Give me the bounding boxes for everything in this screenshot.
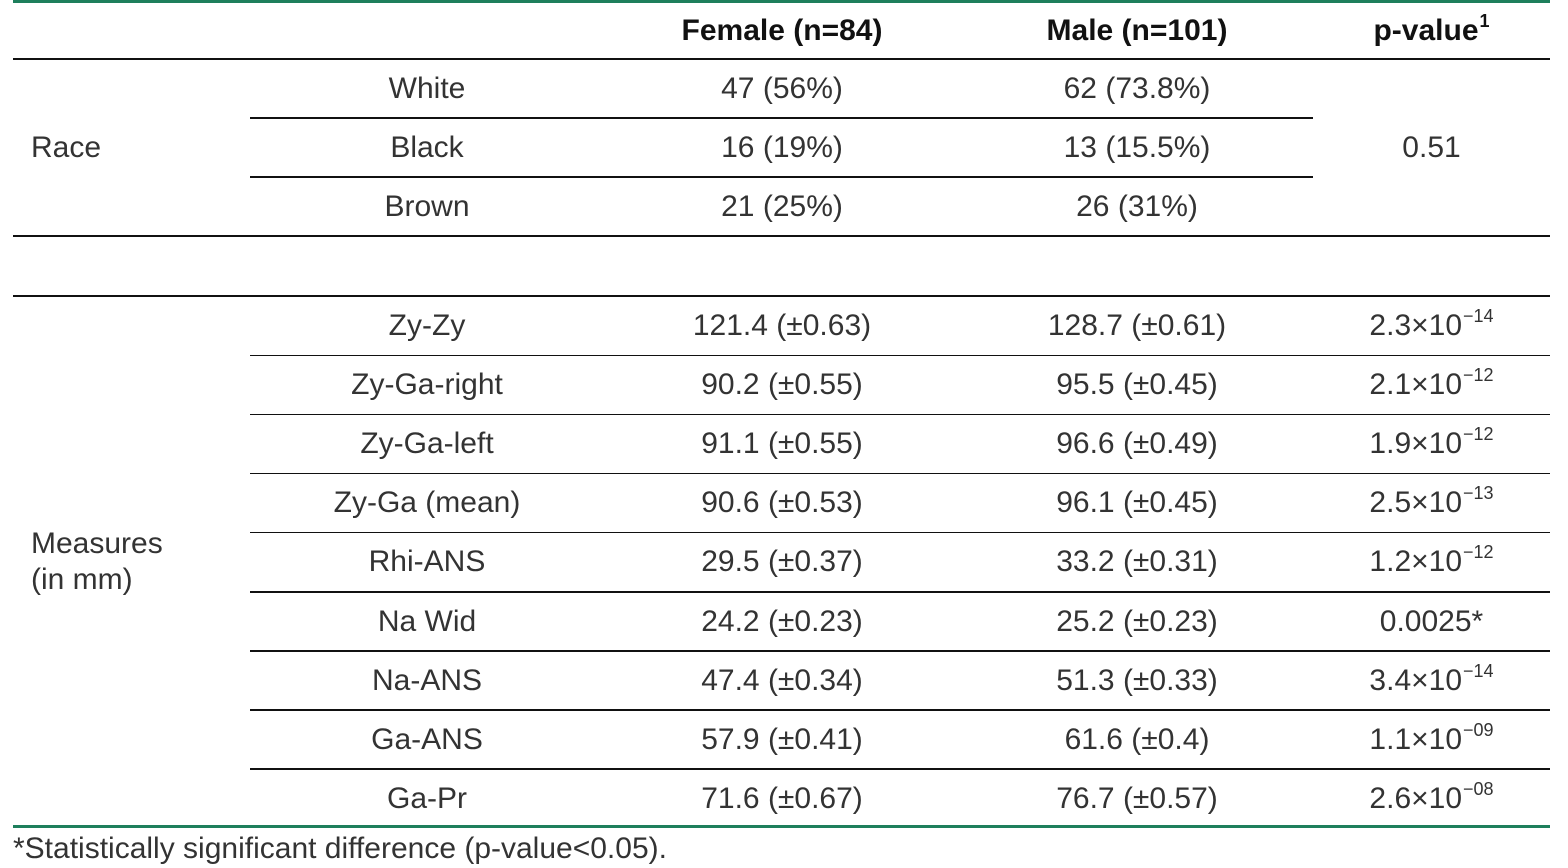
measures-section-top-rule bbox=[13, 295, 1550, 297]
measure-row-male: 95.5 (±0.45) bbox=[1056, 368, 1218, 402]
measure-row-p-value: 1.1×10 −09 bbox=[1313, 711, 1550, 769]
p-value-base: 2.1×10 bbox=[1369, 368, 1463, 402]
measure-row-male: 76.7 (±0.57) bbox=[1056, 781, 1218, 815]
measure-row-name: Zy-Zy bbox=[388, 309, 466, 343]
measures-label-line2: (in mm) bbox=[31, 563, 133, 596]
race-row-black-name: Black bbox=[390, 131, 464, 164]
race-row-divider bbox=[250, 117, 1313, 119]
p-value-base: 2.5×10 bbox=[1369, 486, 1463, 520]
p-value-exponent: −13 bbox=[1463, 483, 1494, 504]
measure-row-p-value: 1.9×10 −12 bbox=[1313, 415, 1550, 473]
measure-row-divider bbox=[250, 650, 1550, 652]
measure-row-male: 61.6 (±0.4) bbox=[1064, 722, 1210, 756]
header-male: Male (n=101) bbox=[1046, 14, 1228, 47]
p-value-exponent: −09 bbox=[1463, 719, 1494, 740]
race-row-black-female: 16 (19%) bbox=[721, 131, 843, 164]
p-value-base: 1.9×10 bbox=[1369, 427, 1463, 461]
measure-row-female: 24.2 (±0.23) bbox=[701, 604, 863, 638]
measure-row-p-value: 2.3×10 −14 bbox=[1313, 297, 1550, 355]
measure-row-name: Ga-Pr bbox=[386, 781, 467, 815]
measure-row-female: 29.5 (±0.37) bbox=[701, 545, 863, 579]
p-value-base: 3.4×10 bbox=[1369, 663, 1463, 697]
measure-row-p-value: 2.5×10 −13 bbox=[1313, 474, 1550, 532]
measures-section-label: Measures (in mm) bbox=[31, 297, 163, 827]
p-value-exponent: −12 bbox=[1463, 542, 1494, 563]
measure-row-divider bbox=[250, 354, 1550, 357]
measure-row-p-value: 2.6×10 −08 bbox=[1313, 770, 1550, 828]
race-section-label: Race bbox=[31, 131, 102, 164]
measure-row-female: 90.2 (±0.55) bbox=[701, 368, 863, 402]
measure-row-male: 51.3 (±0.33) bbox=[1056, 663, 1218, 697]
measure-row-divider bbox=[250, 768, 1550, 770]
race-section-bottom-rule bbox=[13, 235, 1550, 237]
race-row-divider bbox=[250, 176, 1313, 178]
measure-row-female: 121.4 (±0.63) bbox=[692, 309, 872, 343]
race-row-white-name: White bbox=[388, 72, 466, 105]
measure-row-name: Ga-ANS bbox=[371, 722, 483, 756]
p-value-base: 1.1×10 bbox=[1369, 722, 1463, 756]
p-value-base: 2.6×10 bbox=[1369, 781, 1463, 815]
p-value-exponent: −12 bbox=[1463, 424, 1494, 445]
measure-row-divider bbox=[250, 709, 1550, 711]
header-p-value: p-value 1 bbox=[1313, 3, 1550, 59]
measure-row-divider bbox=[250, 472, 1550, 475]
p-value-base: 1.2×10 bbox=[1369, 545, 1463, 579]
measure-row-p-value: 1.2×10 −12 bbox=[1313, 533, 1550, 591]
measure-row-name: Zy-Ga-right bbox=[351, 368, 503, 402]
header-rule bbox=[13, 58, 1550, 60]
p-value-exponent: −12 bbox=[1463, 365, 1494, 386]
measure-row-male: 25.2 (±0.23) bbox=[1056, 604, 1218, 638]
race-p-value: 0.51 bbox=[1402, 131, 1461, 164]
header-female: Female (n=84) bbox=[681, 14, 883, 47]
header-p-value-label: p-value bbox=[1373, 14, 1479, 47]
measure-row-divider bbox=[250, 591, 1550, 593]
p-value-base: 0.0025* bbox=[1379, 604, 1484, 638]
race-row-white-female: 47 (56%) bbox=[721, 72, 843, 105]
race-row-white-male: 62 (73.8%) bbox=[1063, 72, 1211, 105]
measure-row-female: 47.4 (±0.34) bbox=[701, 663, 863, 697]
table-top-rule bbox=[13, 0, 1550, 3]
measure-row-p-value: 2.1×10 −12 bbox=[1313, 356, 1550, 414]
measure-row-male: 96.6 (±0.49) bbox=[1056, 427, 1218, 461]
measures-label-line1: Measures bbox=[31, 527, 163, 560]
footnote: *Statistically significant difference (p… bbox=[13, 832, 667, 865]
measure-row-male: 96.1 (±0.45) bbox=[1056, 486, 1218, 520]
measure-row-name: Zy-Ga-left bbox=[360, 427, 494, 461]
p-value-exponent: −08 bbox=[1463, 778, 1494, 799]
p-value-exponent: −14 bbox=[1463, 660, 1494, 681]
measure-row-female: 71.6 (±0.67) bbox=[701, 781, 863, 815]
measure-row-name: Na-ANS bbox=[371, 663, 483, 697]
race-row-brown-male: 26 (31%) bbox=[1076, 190, 1198, 223]
measure-row-p-value: 0.0025* bbox=[1313, 593, 1550, 651]
measure-row-female: 57.9 (±0.41) bbox=[701, 722, 863, 756]
race-row-brown-name: Brown bbox=[384, 190, 470, 223]
measure-row-divider bbox=[250, 413, 1550, 416]
p-value-base: 2.3×10 bbox=[1369, 309, 1463, 343]
measure-row-name: Na Wid bbox=[377, 604, 477, 638]
measure-row-female: 90.6 (±0.53) bbox=[701, 486, 863, 520]
p-value-exponent: −14 bbox=[1463, 306, 1494, 327]
table-bottom-rule bbox=[13, 825, 1550, 828]
header-p-value-footnote-mark: 1 bbox=[1479, 11, 1490, 31]
measure-row-male: 33.2 (±0.31) bbox=[1056, 545, 1218, 579]
race-row-black-male: 13 (15.5%) bbox=[1063, 131, 1211, 164]
race-row-brown-female: 21 (25%) bbox=[721, 190, 843, 223]
measure-row-name: Rhi-ANS bbox=[368, 545, 486, 579]
measure-row-male: 128.7 (±0.61) bbox=[1047, 309, 1227, 343]
measure-row-divider bbox=[250, 531, 1550, 534]
measure-row-name: Zy-Ga (mean) bbox=[333, 486, 521, 520]
measure-row-p-value: 3.4×10 −14 bbox=[1313, 652, 1550, 710]
measure-row-female: 91.1 (±0.55) bbox=[701, 427, 863, 461]
